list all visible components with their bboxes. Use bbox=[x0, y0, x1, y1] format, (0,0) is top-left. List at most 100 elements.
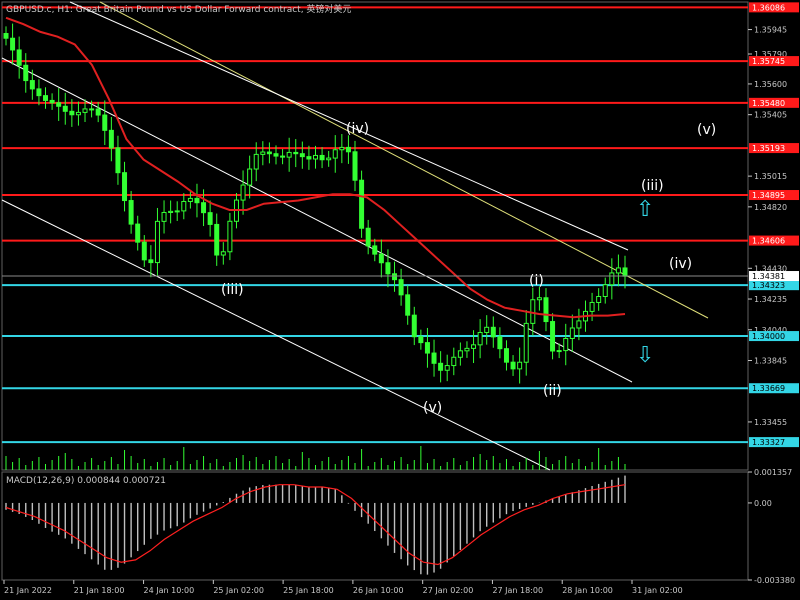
candle-body bbox=[280, 155, 286, 158]
candle-body bbox=[187, 197, 193, 202]
candle-body bbox=[523, 322, 529, 363]
candle-body bbox=[609, 272, 615, 286]
candle-body bbox=[286, 151, 292, 158]
candle-body bbox=[352, 151, 358, 181]
candle-body bbox=[615, 267, 621, 274]
moving-average-line bbox=[5, 16, 626, 319]
candle-body bbox=[16, 49, 22, 66]
level-price-tag bbox=[749, 97, 799, 108]
candle-body bbox=[266, 151, 272, 155]
candle-body bbox=[569, 327, 575, 339]
level-price-tag bbox=[749, 190, 799, 201]
candle-body bbox=[332, 149, 338, 159]
candle-body bbox=[69, 110, 75, 116]
time-tick-label: 27 Jan 02:00 bbox=[423, 586, 474, 595]
macd-signal-line bbox=[5, 484, 626, 566]
level-price-tag-label: 1.33669 bbox=[752, 384, 785, 393]
level-price-tag-label: 1.34000 bbox=[752, 332, 785, 341]
candle-body bbox=[89, 108, 95, 111]
candle-body bbox=[418, 336, 424, 344]
candle-body bbox=[82, 108, 88, 113]
time-tick-label: 26 Jan 10:00 bbox=[353, 586, 404, 595]
macd-label: MACD(12,26,9) 0.000844 0.000721 bbox=[6, 476, 166, 486]
wave-count-label: (v) bbox=[423, 400, 442, 416]
candle-body bbox=[10, 37, 16, 51]
candle-body bbox=[510, 361, 516, 370]
time-tick-label: 27 Jan 18:00 bbox=[492, 586, 543, 595]
level-price-tag bbox=[749, 383, 799, 394]
candle-body bbox=[622, 267, 628, 277]
price-tick-label: 1.35405 bbox=[754, 111, 787, 120]
price-tick-label: 1.34430 bbox=[754, 264, 787, 273]
up-arrow-icon: ⇧ bbox=[636, 197, 654, 222]
macd-tick-label: -0.003380 bbox=[754, 576, 795, 585]
candle-body bbox=[43, 95, 49, 101]
candle-body bbox=[556, 350, 562, 353]
level-price-tag-label: 1.34606 bbox=[752, 237, 785, 246]
candle-body bbox=[405, 294, 411, 316]
time-tick-label: 21 Jan 2022 bbox=[4, 586, 52, 595]
chart-title: GBPUSD.c, H1: Great Britain Pound vs US … bbox=[6, 5, 352, 15]
down-arrow-icon: ⇩ bbox=[636, 343, 654, 368]
price-tick-label: 1.35015 bbox=[754, 172, 787, 181]
wave-count-label: (iii) bbox=[641, 178, 664, 194]
channel-line bbox=[99, 1, 709, 319]
candle-body bbox=[115, 147, 121, 174]
candle-body bbox=[372, 245, 378, 255]
candle-body bbox=[141, 241, 147, 261]
candle-body bbox=[484, 326, 490, 334]
time-tick-label: 31 Jan 02:00 bbox=[632, 586, 683, 595]
time-tick-label: 25 Jan 02:00 bbox=[213, 586, 264, 595]
candle-body bbox=[490, 326, 496, 338]
candle-body bbox=[102, 114, 108, 131]
macd-tick-label: 0.00 bbox=[754, 499, 772, 508]
candle-body bbox=[431, 352, 437, 364]
level-price-tag-label: 1.34323 bbox=[752, 281, 785, 290]
candle-body bbox=[503, 348, 509, 363]
channel-line bbox=[1, 199, 551, 471]
candle-body bbox=[154, 220, 160, 264]
candle-body bbox=[444, 365, 450, 371]
level-price-tag bbox=[749, 143, 799, 154]
macd-pane-frame bbox=[1, 471, 749, 581]
candle-body bbox=[563, 337, 569, 352]
candle-body bbox=[411, 314, 417, 338]
candle-body bbox=[451, 356, 457, 367]
candle-body bbox=[75, 111, 81, 116]
candle-body bbox=[253, 153, 259, 170]
candle-body bbox=[108, 129, 114, 149]
level-price-tag-label: 1.36086 bbox=[752, 3, 785, 12]
candle-body bbox=[517, 361, 523, 370]
candle-body bbox=[293, 151, 299, 155]
candle-body bbox=[326, 157, 332, 161]
candle-body bbox=[438, 362, 444, 371]
price-tick-label: 1.34820 bbox=[754, 203, 787, 212]
time-tick-label: 24 Jan 10:00 bbox=[144, 586, 195, 595]
candle-body bbox=[49, 99, 55, 104]
candle-body bbox=[378, 253, 384, 264]
candle-body bbox=[392, 273, 398, 281]
candle-body bbox=[220, 251, 226, 256]
candle-body bbox=[596, 296, 602, 303]
channel-line bbox=[69, 1, 629, 251]
candle-body bbox=[23, 64, 29, 82]
candle-body bbox=[161, 211, 167, 222]
candle-body bbox=[273, 153, 279, 157]
candle-body bbox=[36, 88, 42, 97]
price-tick-label: 1.34235 bbox=[754, 295, 787, 304]
candle-body bbox=[457, 350, 463, 358]
candle-body bbox=[345, 146, 351, 153]
candle-body bbox=[339, 146, 345, 151]
current-price-label: 1.34381 bbox=[752, 272, 785, 281]
candle-body bbox=[589, 301, 595, 312]
price-tick-label: 1.33455 bbox=[754, 418, 787, 427]
candle-body bbox=[464, 347, 470, 352]
candle-body bbox=[319, 154, 325, 161]
current-price-tag bbox=[749, 271, 799, 282]
candle-body bbox=[214, 223, 220, 256]
price-tick-label: 1.35600 bbox=[754, 80, 787, 89]
wave-count-label: (v) bbox=[697, 122, 716, 138]
candle-body bbox=[3, 33, 9, 39]
